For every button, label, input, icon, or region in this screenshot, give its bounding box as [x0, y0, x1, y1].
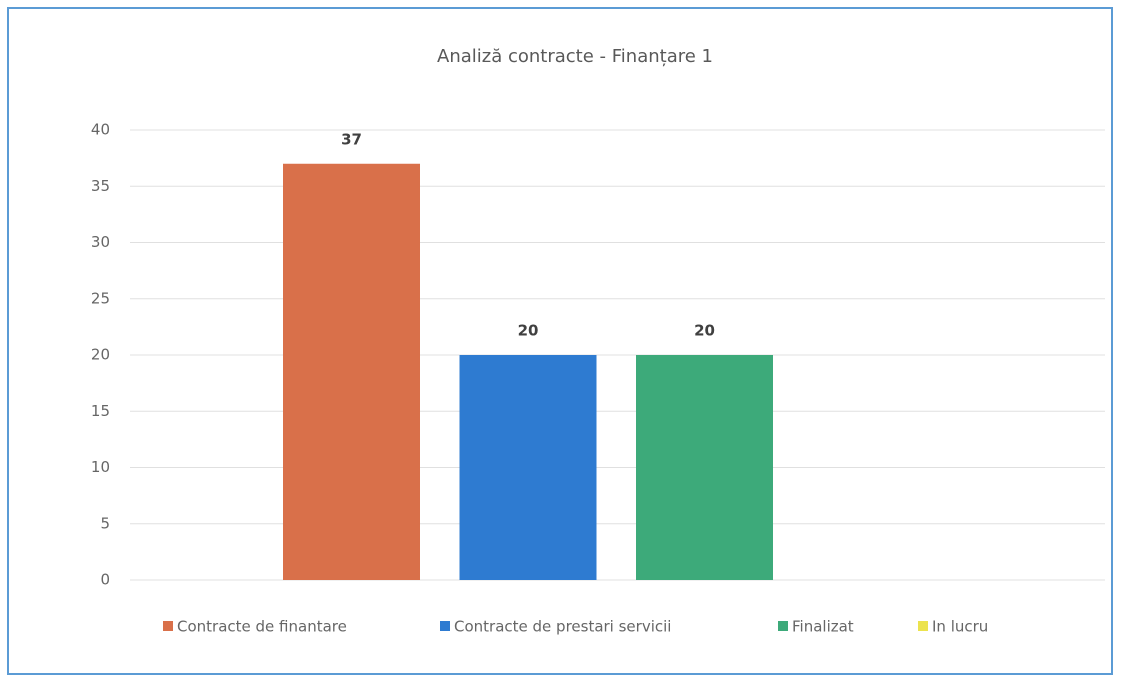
- bar: [636, 355, 773, 580]
- y-tick-label: 35: [91, 177, 110, 195]
- y-tick-label: 5: [100, 514, 110, 532]
- y-tick-label: 20: [91, 346, 110, 364]
- chart-title: Analiză contracte - Finanțare 1: [437, 46, 713, 67]
- y-tick-label: 15: [91, 402, 110, 420]
- legend-swatch: [918, 621, 928, 631]
- legend-swatch: [440, 621, 450, 631]
- data-label: 37: [341, 130, 362, 148]
- legend-label: Finalizat: [792, 618, 854, 636]
- y-tick-label: 40: [91, 121, 110, 139]
- legend-label: Contracte de finantare: [177, 618, 347, 636]
- bar: [459, 355, 597, 580]
- legend-label: In lucru: [932, 618, 988, 636]
- legend-label: Contracte de prestari servicii: [454, 618, 671, 636]
- bar: [283, 163, 420, 580]
- data-label: 20: [694, 322, 715, 340]
- y-tick-label: 0: [100, 571, 110, 589]
- legend-swatch: [778, 621, 788, 631]
- y-tick-label: 30: [91, 233, 110, 251]
- y-tick-label: 10: [91, 458, 110, 476]
- legend-swatch: [163, 621, 173, 631]
- y-tick-label: 25: [91, 289, 110, 307]
- data-label: 20: [518, 322, 539, 340]
